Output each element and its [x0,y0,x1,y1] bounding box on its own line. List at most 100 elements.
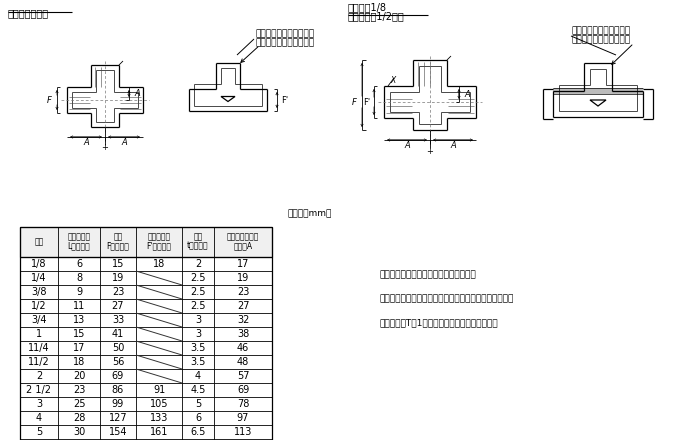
Text: 5: 5 [195,399,201,409]
Text: 裏面は、サイズ（沈み）: 裏面は、サイズ（沈み） [572,36,631,44]
Text: 1: 1 [36,329,42,339]
Text: ・記載内容について予告なく変更することがあります。: ・記載内容について予告なく変更することがあります。 [380,294,514,304]
Text: 86: 86 [112,385,124,395]
Text: 1/2: 1/2 [31,301,47,311]
Text: 3.5: 3.5 [190,357,206,367]
Text: 3/8: 3/8 [31,287,47,297]
Text: 13: 13 [73,315,85,325]
Text: 6: 6 [76,259,82,269]
Text: 17: 17 [237,259,249,269]
Text: F: F [352,98,357,106]
Text: 9: 9 [76,287,82,297]
Text: A: A [83,137,89,147]
Text: 23: 23 [111,287,124,297]
Text: 27: 27 [237,301,249,311]
Text: 33: 33 [112,315,124,325]
Text: 57: 57 [237,371,249,381]
Text: 商標マーク（沈み）位置: 商標マーク（沈み）位置 [255,29,314,39]
Text: 20: 20 [73,371,86,381]
Text: F': F' [281,95,288,105]
Text: 91: 91 [153,385,165,395]
Text: L（参考）: L（参考） [68,242,90,250]
Text: 3.5: 3.5 [190,343,206,353]
Text: 32: 32 [237,315,249,325]
Text: ねじ部長さ: ねじ部長さ [68,232,90,242]
Text: 厚さ: 厚さ [194,232,202,242]
Text: A: A [121,137,127,147]
Text: 56: 56 [111,357,124,367]
Text: 3: 3 [195,329,201,339]
Text: 中心から端まで: 中心から端まで [227,232,259,242]
Text: の距離A: の距離A [233,242,252,250]
Text: 2 1/2: 2 1/2 [27,385,51,395]
Text: 41: 41 [112,329,124,339]
Text: 1/4: 1/4 [31,273,47,283]
Text: F'（参考）: F'（参考） [146,242,172,250]
Text: A: A [450,140,456,150]
Text: 6: 6 [195,413,201,423]
Text: 17: 17 [73,343,86,353]
Text: 19: 19 [112,273,124,283]
Text: 外径: 外径 [114,232,122,242]
Text: 6.5: 6.5 [190,427,206,437]
Text: 127: 127 [109,413,127,423]
Text: ・本図は、T－1の図番を変更したものである。: ・本図は、T－1の図番を変更したものである。 [380,319,499,327]
Text: 25: 25 [73,399,86,409]
Text: F（参考）: F（参考） [107,242,129,250]
Text: t（参考）: t（参考） [187,242,209,250]
Text: 23: 23 [73,385,86,395]
Text: ・白品の表面は溶融亜鉛めっきとする。: ・白品の表面は溶融亜鉛めっきとする。 [380,271,477,279]
Text: 15: 15 [111,259,124,269]
Text: 1/8: 1/8 [31,259,47,269]
Text: F: F [47,95,52,105]
Text: 2.5: 2.5 [190,301,206,311]
Text: 2: 2 [195,259,201,269]
Text: 呼び径　２以下: 呼び径 ２以下 [8,8,49,18]
Text: 48: 48 [237,357,249,367]
Text: 2: 2 [36,371,42,381]
Text: 133: 133 [150,413,168,423]
Text: 11/4: 11/4 [28,343,50,353]
Text: +: + [101,143,109,151]
Text: 23: 23 [237,287,249,297]
Text: F': F' [363,98,370,106]
Text: 呼び径　1/8: 呼び径 1/8 [348,2,387,12]
Text: 2.5: 2.5 [190,273,206,283]
Text: 5: 5 [36,427,42,437]
Text: 3: 3 [195,315,201,325]
Text: 18: 18 [73,357,85,367]
Text: 105: 105 [150,399,168,409]
Text: 38: 38 [237,329,249,339]
Bar [553,88,643,94]
Text: 78: 78 [237,399,249,409]
Text: 4.5: 4.5 [190,385,206,395]
Text: 154: 154 [109,427,127,437]
Text: 11: 11 [73,301,85,311]
Text: 8: 8 [76,273,82,283]
Text: 46: 46 [237,343,249,353]
Text: 商標マーク（沈み）位置: 商標マーク（沈み）位置 [572,26,631,36]
Text: A: A [404,140,410,150]
Text: 4: 4 [195,371,201,381]
Text: 99: 99 [112,399,124,409]
Text: 28: 28 [73,413,86,423]
Text: 呼び: 呼び [34,238,44,246]
Text: 3/4: 3/4 [31,315,47,325]
Text: 19: 19 [237,273,249,283]
Text: A: A [464,89,470,99]
Bar [20,227,272,257]
Text: 4: 4 [36,413,42,423]
Text: X: X [390,76,395,84]
Text: 裏面は、サイズ（沈み）: 裏面は、サイズ（沈み） [255,39,314,48]
Text: +: + [427,147,434,155]
Text: 30: 30 [73,427,85,437]
Text: 97: 97 [237,413,249,423]
Text: 161: 161 [150,427,168,437]
Text: 50: 50 [111,343,124,353]
Text: 15: 15 [73,329,86,339]
Text: 69: 69 [112,371,124,381]
Text: 11/2: 11/2 [28,357,50,367]
Text: 18: 18 [153,259,165,269]
Text: 69: 69 [237,385,249,395]
Text: 113: 113 [234,427,252,437]
